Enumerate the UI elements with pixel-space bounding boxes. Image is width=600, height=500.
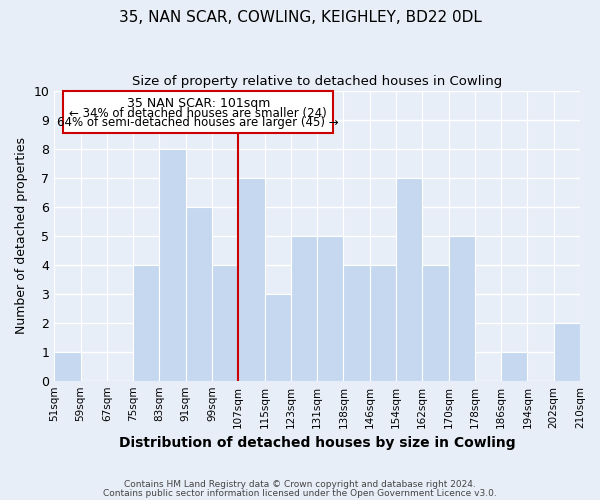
Bar <box>422 264 449 380</box>
Bar <box>317 236 343 380</box>
Bar <box>238 178 265 380</box>
Bar <box>212 264 238 380</box>
Bar <box>186 206 212 380</box>
Text: 35, NAN SCAR, COWLING, KEIGHLEY, BD22 0DL: 35, NAN SCAR, COWLING, KEIGHLEY, BD22 0D… <box>119 10 481 25</box>
Bar <box>396 178 422 380</box>
Bar <box>554 322 580 380</box>
Bar <box>501 352 527 380</box>
Y-axis label: Number of detached properties: Number of detached properties <box>15 137 28 334</box>
Bar <box>133 264 160 380</box>
Text: Contains HM Land Registry data © Crown copyright and database right 2024.: Contains HM Land Registry data © Crown c… <box>124 480 476 489</box>
Title: Size of property relative to detached houses in Cowling: Size of property relative to detached ho… <box>132 75 502 88</box>
Text: ← 34% of detached houses are smaller (24): ← 34% of detached houses are smaller (24… <box>70 106 327 120</box>
Text: Contains public sector information licensed under the Open Government Licence v3: Contains public sector information licen… <box>103 490 497 498</box>
X-axis label: Distribution of detached houses by size in Cowling: Distribution of detached houses by size … <box>119 436 515 450</box>
Bar <box>54 352 80 380</box>
Bar <box>343 264 370 380</box>
Text: 64% of semi-detached houses are larger (45) →: 64% of semi-detached houses are larger (… <box>58 116 339 129</box>
Bar <box>265 294 291 380</box>
Bar <box>370 264 396 380</box>
Bar <box>449 236 475 380</box>
FancyBboxPatch shape <box>64 90 333 134</box>
Bar <box>160 148 186 380</box>
Bar <box>291 236 317 380</box>
Text: 35 NAN SCAR: 101sqm: 35 NAN SCAR: 101sqm <box>127 97 270 110</box>
